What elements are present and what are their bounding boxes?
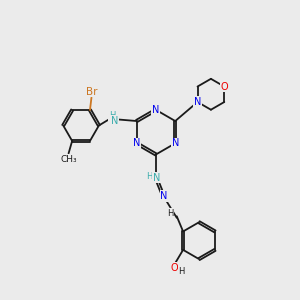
Text: H: H	[178, 267, 185, 276]
Text: H: H	[146, 172, 153, 181]
Text: N: N	[153, 172, 160, 183]
Text: CH₃: CH₃	[60, 155, 77, 164]
Text: N: N	[133, 138, 140, 148]
Text: H: H	[109, 112, 116, 121]
Text: N: N	[111, 116, 118, 126]
Text: N: N	[194, 97, 201, 107]
Text: H: H	[167, 209, 173, 218]
Text: O: O	[170, 263, 178, 273]
Text: N: N	[172, 138, 179, 148]
Text: N: N	[152, 105, 160, 115]
Text: Br: Br	[86, 87, 97, 97]
Text: N: N	[160, 191, 168, 201]
Text: O: O	[220, 82, 228, 92]
